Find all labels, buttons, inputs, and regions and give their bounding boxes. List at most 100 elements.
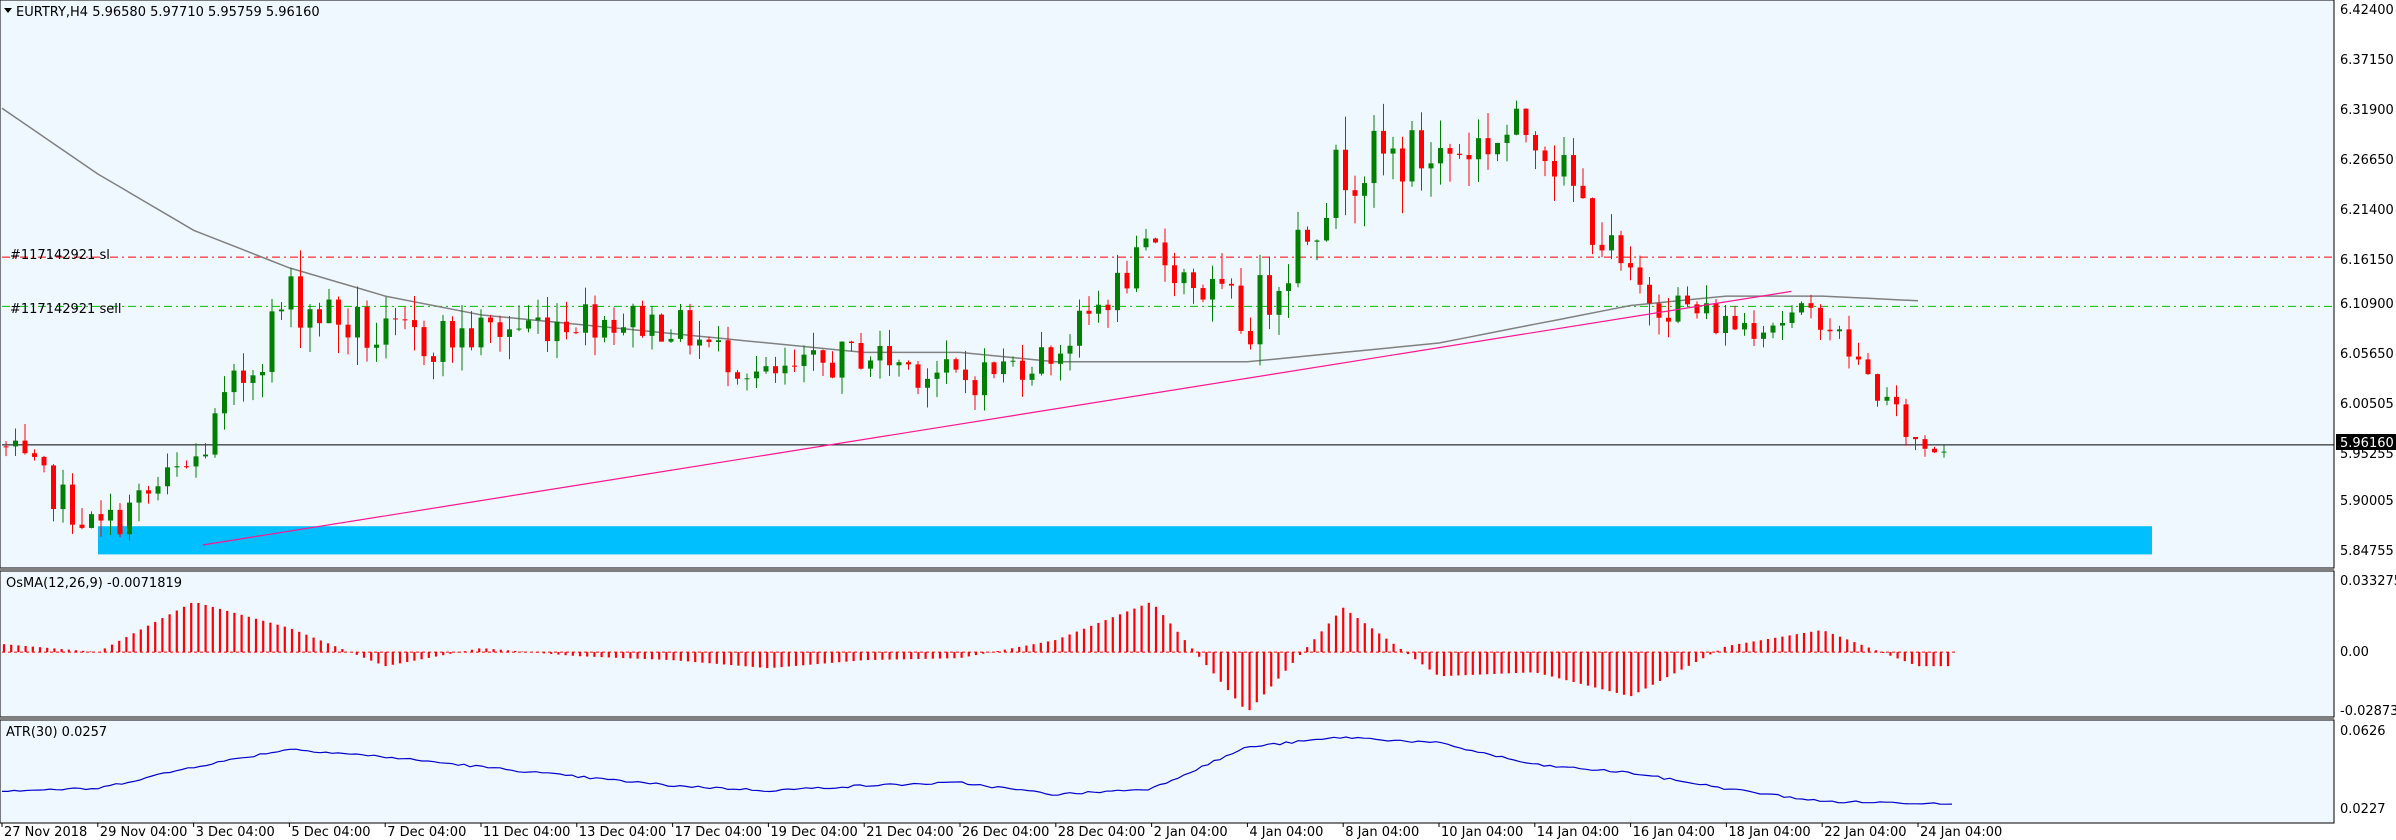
price-tick: 6.31900 bbox=[2340, 103, 2394, 118]
bullish-candle bbox=[1210, 278, 1215, 300]
bullish-candle bbox=[1010, 360, 1016, 362]
bearish-candle bbox=[1542, 150, 1548, 162]
price-tick: 6.42400 bbox=[2340, 3, 2394, 18]
bullish-candle bbox=[1058, 353, 1063, 364]
bearish-candle bbox=[1846, 329, 1852, 357]
time-label: 22 Jan 04:00 bbox=[1824, 825, 1906, 840]
time-label: 3 Dec 04:00 bbox=[196, 825, 275, 840]
bearish-candle bbox=[573, 332, 579, 334]
bullish-candle bbox=[1476, 138, 1481, 160]
bearish-candle bbox=[336, 299, 341, 325]
collapse-triangle-icon[interactable] bbox=[4, 8, 12, 13]
bearish-candle bbox=[1020, 360, 1025, 380]
bearish-candle bbox=[1086, 310, 1092, 314]
bearish-candle bbox=[1713, 303, 1719, 334]
bullish-candle bbox=[507, 329, 512, 337]
bearish-candle bbox=[1922, 439, 1928, 449]
time-label: 18 Jan 04:00 bbox=[1728, 825, 1810, 840]
price-tick: 6.21400 bbox=[2340, 203, 2394, 218]
price-tick: 6.16150 bbox=[2340, 253, 2394, 268]
bearish-candle bbox=[1732, 315, 1738, 330]
bearish-candle bbox=[1400, 148, 1405, 182]
bearish-candle bbox=[1875, 374, 1880, 401]
bearish-candle bbox=[1466, 155, 1472, 160]
bearish-candle bbox=[184, 466, 189, 468]
bullish-candle bbox=[982, 362, 987, 396]
bearish-candle bbox=[1865, 359, 1871, 375]
bearish-candle bbox=[1343, 149, 1348, 191]
osma-scale: 0.0332752 0.00 -0.028737 bbox=[2340, 574, 2396, 719]
bearish-candle bbox=[1628, 263, 1633, 268]
bullish-candle bbox=[554, 321, 560, 342]
bearish-candle bbox=[1599, 244, 1605, 251]
bullish-candle bbox=[801, 354, 807, 366]
bullish-candle bbox=[1409, 130, 1415, 182]
atr-tick: 0.0227 bbox=[2340, 802, 2386, 817]
bearish-candle bbox=[79, 524, 85, 528]
bearish-candle bbox=[1352, 190, 1358, 196]
bullish-candle bbox=[868, 360, 873, 369]
bullish-candle bbox=[155, 486, 161, 494]
price-tick: 5.95255 bbox=[2340, 447, 2394, 462]
time-label: 24 Jan 04:00 bbox=[1920, 825, 2002, 840]
sl-order-label: #117142921 sl bbox=[10, 248, 110, 263]
trendline bbox=[202, 290, 1792, 546]
bearish-candle bbox=[98, 514, 104, 521]
bearish-candle bbox=[469, 328, 474, 348]
bearish-candle bbox=[1172, 265, 1177, 284]
bullish-candle bbox=[630, 305, 636, 328]
bearish-candle bbox=[915, 364, 921, 388]
bullish-candle bbox=[13, 440, 18, 447]
bullish-candle bbox=[1780, 323, 1785, 326]
bullish-candle bbox=[440, 321, 446, 362]
bearish-candle bbox=[545, 317, 550, 342]
osma-panel[interactable] bbox=[0, 570, 2335, 718]
price-scale[interactable]: 6.42400 6.37150 6.31900 6.26650 6.21400 … bbox=[2336, 3, 2396, 559]
bullish-candle bbox=[136, 490, 142, 503]
bullish-candle bbox=[269, 311, 275, 372]
bearish-candle bbox=[412, 320, 417, 328]
bearish-candle bbox=[1124, 272, 1130, 289]
bullish-candle bbox=[250, 375, 256, 383]
main-panel[interactable] bbox=[0, 0, 2335, 569]
bullish-candle bbox=[1286, 283, 1291, 291]
current-price-tag-text: 5.96160 bbox=[2340, 436, 2394, 451]
bearish-candle bbox=[773, 366, 778, 374]
bearish-candle bbox=[1419, 130, 1424, 169]
bearish-candle bbox=[725, 340, 731, 373]
bullish-candle bbox=[193, 456, 199, 467]
bullish-candle bbox=[1495, 142, 1500, 155]
time-label: 26 Dec 04:00 bbox=[962, 825, 1049, 840]
bullish-candle bbox=[811, 350, 816, 355]
bullish-candle bbox=[934, 372, 940, 379]
bearish-candle bbox=[1191, 272, 1196, 289]
time-axis[interactable]: 27 Nov 2018 29 Nov 04:00 3 Dec 04:00 5 Dec … bbox=[1, 823, 2002, 840]
price-tick: 5.84755 bbox=[2340, 544, 2394, 559]
time-label: 7 Dec 04:00 bbox=[387, 825, 466, 840]
time-label: 10 Jan 04:00 bbox=[1441, 825, 1523, 840]
bearish-candle bbox=[991, 362, 997, 375]
bullish-candle bbox=[60, 484, 66, 510]
bullish-candle bbox=[1561, 155, 1567, 177]
current-price-tag bbox=[2336, 434, 2396, 450]
bullish-candle bbox=[478, 317, 484, 348]
price-tick: 6.05650 bbox=[2340, 347, 2394, 362]
bearish-candle bbox=[953, 359, 959, 370]
bullish-candle bbox=[1770, 325, 1776, 333]
bearish-candle bbox=[1381, 130, 1386, 154]
bearish-candle bbox=[564, 321, 569, 333]
bearish-candle bbox=[820, 350, 826, 363]
bearish-candle bbox=[1913, 436, 1918, 440]
bullish-candle bbox=[1609, 235, 1614, 251]
atr-panel[interactable] bbox=[0, 719, 2335, 824]
bullish-candle bbox=[1333, 149, 1339, 218]
bullish-candle bbox=[1324, 217, 1329, 241]
bearish-candle bbox=[1105, 304, 1111, 311]
time-label: 27 Nov 2018 bbox=[4, 825, 87, 840]
bullish-candle bbox=[1362, 183, 1367, 196]
bearish-candle bbox=[1856, 356, 1861, 360]
bearish-candle bbox=[497, 322, 503, 337]
atr-panel-header: ATR(30) 0.0257 bbox=[6, 725, 107, 740]
bearish-candle bbox=[1162, 242, 1168, 266]
